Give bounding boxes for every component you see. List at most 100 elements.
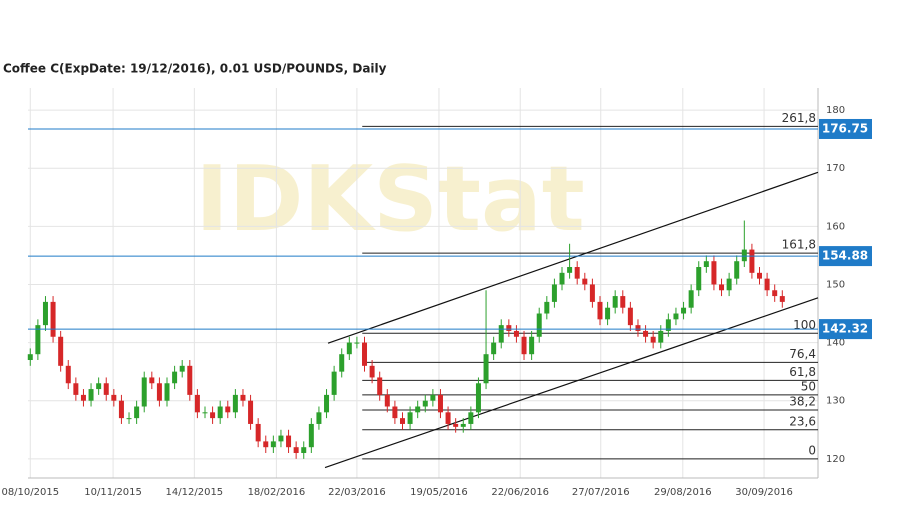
candle-body xyxy=(506,325,512,331)
candle-body xyxy=(346,342,352,355)
candle-body xyxy=(293,447,299,454)
level-box xyxy=(819,118,872,139)
y-tick-label: 160 xyxy=(826,221,845,232)
candle-body xyxy=(567,267,573,273)
candle-body xyxy=(635,325,641,331)
candle-body xyxy=(719,284,725,291)
candle-body xyxy=(126,418,132,420)
x-tick-label: 22/03/2016 xyxy=(328,487,386,498)
candle-body xyxy=(757,272,763,279)
x-tick-label: 08/10/2015 xyxy=(1,487,59,498)
candle-body xyxy=(263,441,269,448)
candle-body xyxy=(172,371,178,384)
candle-body xyxy=(362,342,368,366)
x-tick-label: 30/09/2016 xyxy=(735,487,793,498)
candle-body xyxy=(779,296,785,302)
candle-body xyxy=(627,307,633,326)
candle-body xyxy=(301,447,307,454)
candle-body xyxy=(589,284,595,302)
candle-body xyxy=(643,330,649,337)
candle-body xyxy=(392,406,398,419)
fib-label: 23,6 xyxy=(789,414,816,428)
candle-body xyxy=(286,435,292,448)
channel-line xyxy=(324,297,819,469)
candle-body xyxy=(673,313,679,320)
candle-body xyxy=(354,342,360,344)
candle-body xyxy=(764,278,770,291)
candle-body xyxy=(741,249,747,262)
candle-body xyxy=(88,389,94,401)
y-tick-label: 120 xyxy=(826,454,845,465)
candle-body xyxy=(217,406,223,419)
x-tick-label: 19/05/2016 xyxy=(410,487,468,498)
candle-body xyxy=(27,354,33,361)
candle-body xyxy=(665,319,671,331)
candle-body xyxy=(248,400,254,424)
candle-body xyxy=(415,406,421,413)
candle-body xyxy=(225,406,231,413)
candle-body xyxy=(483,354,489,384)
candle-body xyxy=(620,296,626,308)
y-tick-label: 180 xyxy=(826,105,845,116)
candle-body xyxy=(475,383,481,413)
candle-body xyxy=(103,383,109,395)
candle-body xyxy=(772,290,778,297)
candle-body xyxy=(430,394,436,401)
candle-body xyxy=(118,400,124,419)
watermark: IDKStat xyxy=(195,147,585,252)
candle-body xyxy=(111,394,117,401)
candle-body xyxy=(369,365,375,378)
candle-body xyxy=(658,330,664,343)
candle-body xyxy=(149,377,155,384)
level-label: 142.32 xyxy=(822,322,868,336)
candle-body xyxy=(407,412,413,424)
candle-body xyxy=(384,394,390,407)
candle-body xyxy=(134,406,140,419)
candle-body xyxy=(498,325,504,343)
candle-body xyxy=(270,441,276,448)
candle-body xyxy=(422,400,428,407)
candle-body xyxy=(734,261,740,279)
candle-body xyxy=(96,383,102,390)
candle-body xyxy=(42,301,48,326)
candle-body xyxy=(339,354,345,372)
candle-body xyxy=(194,394,200,413)
fib-label: 50 xyxy=(801,379,816,393)
level-label: 176.75 xyxy=(822,121,868,135)
candle-body xyxy=(316,412,322,424)
candle-body xyxy=(559,272,565,285)
candle-body xyxy=(726,278,732,291)
candle-body xyxy=(536,313,542,337)
x-tick-label: 27/07/2016 xyxy=(572,487,630,498)
candle-body xyxy=(445,412,451,424)
candle-body xyxy=(240,394,246,401)
candle-body xyxy=(65,365,71,384)
candle-body xyxy=(696,267,702,291)
fib-label: 61,8 xyxy=(789,365,816,379)
candle-body xyxy=(210,412,216,419)
x-tick-label: 22/06/2016 xyxy=(491,487,549,498)
y-tick-label: 130 xyxy=(826,396,845,407)
candle-body xyxy=(308,423,314,448)
candle-body xyxy=(574,267,580,279)
candle-body xyxy=(377,377,383,395)
x-tick-label: 18/02/2016 xyxy=(248,487,306,498)
fib-label: 0 xyxy=(808,443,816,457)
chart-title: Coffee C(ExpDate: 19/12/2016), 0.01 USD/… xyxy=(3,62,387,76)
candle-body xyxy=(582,278,588,285)
level-box xyxy=(819,319,872,340)
candle-body xyxy=(605,307,611,320)
candle-body xyxy=(749,249,755,273)
candle-body xyxy=(650,336,656,343)
candle-body xyxy=(35,325,41,355)
x-tick-label: 10/11/2015 xyxy=(84,487,142,498)
level-box xyxy=(819,246,872,267)
candle-body xyxy=(232,394,238,413)
candle-body xyxy=(612,296,618,308)
candle-body xyxy=(711,261,717,285)
candle-body xyxy=(703,261,709,268)
y-tick-label: 170 xyxy=(826,163,845,174)
candle-body xyxy=(460,423,466,427)
fib-label: 76,4 xyxy=(789,347,816,361)
